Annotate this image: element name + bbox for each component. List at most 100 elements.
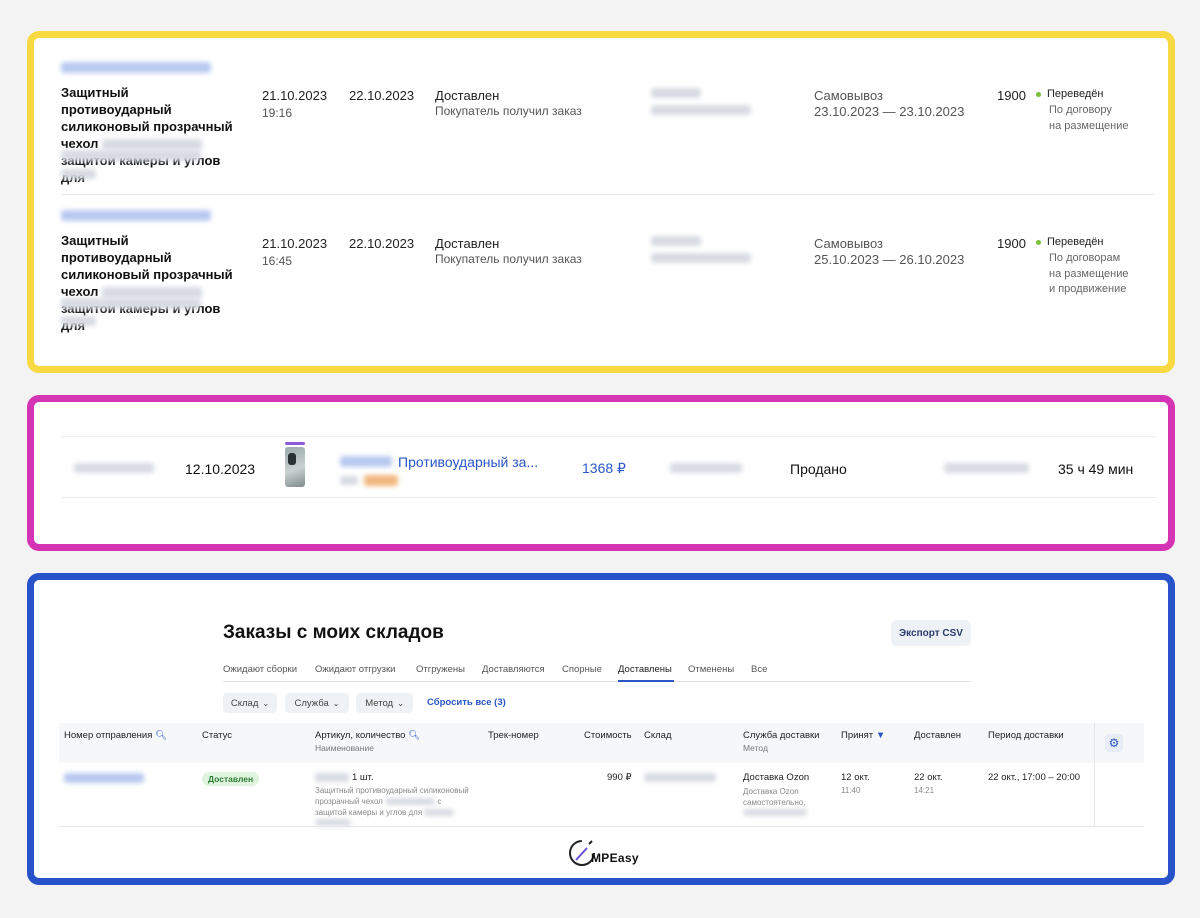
col-delivered: Доставлен	[914, 730, 962, 741]
pickup-city-blurred	[651, 253, 751, 263]
gear-icon[interactable]: ⚙	[1105, 734, 1123, 752]
row-divider	[61, 194, 1154, 195]
col-status: Статус	[202, 730, 233, 741]
product-thumbnail[interactable]	[285, 447, 305, 487]
speedometer-icon	[569, 840, 595, 866]
sale-price: 1368 ₽	[582, 460, 626, 476]
product-sku-blurred	[340, 476, 358, 485]
product-brand-blurred	[340, 456, 392, 467]
pickup-city-blurred	[651, 105, 751, 115]
order-number-link[interactable]	[61, 210, 211, 221]
settings-column	[1094, 723, 1095, 827]
order-status: Доставлен	[435, 88, 500, 103]
order-ship-date: 22.10.2023	[349, 88, 415, 103]
article-blurred	[315, 773, 349, 782]
col-track: Трек-номер	[488, 730, 539, 741]
active-tab-indicator	[618, 680, 674, 682]
col-cost: Стоимость	[584, 730, 632, 741]
status-dot-icon	[1036, 239, 1041, 245]
order-price: 1900	[997, 88, 1026, 103]
search-icon[interactable]: 🔍︎	[408, 730, 421, 741]
product-tag	[285, 442, 305, 445]
row-quantity: 1 шт.	[352, 772, 374, 783]
order-status: Доставлен	[435, 236, 500, 251]
sale-status: Продано	[790, 461, 847, 477]
delivery-method: Самовывоз	[814, 236, 883, 251]
col-delivery-service: Служба доставки Метод	[743, 730, 820, 753]
tab-disputed[interactable]: Спорные	[562, 664, 602, 675]
col-accepted[interactable]: Принят ▼	[841, 730, 886, 741]
row-accepted-date: 12 окт.	[841, 772, 870, 783]
row-service: Доставка Ozon	[743, 772, 810, 783]
product-badge-blurred	[364, 475, 398, 486]
tab-cancelled[interactable]: Отменены	[688, 664, 735, 675]
product-name-link[interactable]: Противоударный за...	[398, 454, 539, 470]
page-title: Заказы с моих складов	[223, 622, 444, 643]
row-divider	[61, 436, 1156, 437]
export-csv-button[interactable]: Экспорт CSV	[891, 620, 971, 646]
search-icon[interactable]: 🔍︎	[155, 730, 168, 741]
status-dot-icon	[1036, 91, 1041, 97]
order-ship-date: 22.10.2023	[349, 236, 415, 251]
tab-awaiting-assembly[interactable]: Ожидают сборки	[223, 664, 298, 675]
order-created-date: 21.10.2023	[262, 236, 328, 251]
row-product-name: Защитный противоударный силиконовый проз…	[315, 785, 485, 829]
order-created-date: 21.10.2023	[262, 88, 328, 103]
marketplace-orders-panel: Защитный противоударный силиконовый проз…	[27, 31, 1175, 373]
time-to-sale: 35 ч 49 мин	[1058, 461, 1134, 477]
status-badge: Доставлен	[202, 772, 260, 786]
row-delivered-date: 22 окт.	[914, 772, 943, 783]
filter-warehouse[interactable]: Склад ⌄	[223, 693, 277, 713]
sale-date: 12.10.2023	[185, 461, 256, 477]
row-divider	[61, 497, 1156, 498]
row-delivered-time: 14:21	[914, 786, 935, 795]
product-title[interactable]: Защитный противоударный силиконовый проз…	[61, 85, 233, 185]
sold-items-panel: 12.10.2023 Противоударный за... 1368 ₽ П…	[27, 395, 1175, 551]
product-variant-blurred	[61, 298, 201, 309]
chevron-down-icon: ⌄	[397, 698, 404, 708]
tab-shipped[interactable]: Отгружены	[416, 664, 465, 675]
payout-note: По договорам на размещение и продвижение	[1049, 252, 1129, 295]
shipment-number-blurred[interactable]	[64, 773, 144, 783]
order-row: Защитный противоударный силиконовый проз…	[34, 38, 1168, 198]
tab-delivered[interactable]: Доставлены	[618, 664, 672, 675]
col-shipment-number[interactable]: Номер отправления 🔍︎	[64, 730, 168, 741]
tabs-divider	[223, 681, 971, 682]
filter-service[interactable]: Служба ⌄	[285, 693, 349, 713]
product-sku-blurred	[61, 316, 96, 326]
order-created-time: 16:45	[262, 254, 293, 268]
delivery-period: 23.10.2023 — 23.10.2023	[814, 104, 965, 119]
delivery-period: 25.10.2023 — 26.10.2023	[814, 252, 965, 267]
pickup-point-blurred	[651, 236, 701, 246]
reset-filters-link[interactable]: Сбросить все (3)	[427, 697, 506, 708]
payout-status: Переведён	[1036, 88, 1103, 100]
order-row: Защитный противоударный силиконовый проз…	[34, 188, 1168, 368]
product-sku-blurred	[61, 169, 96, 179]
row-delivery-period: 22 окт., 17:00 – 20:00	[988, 772, 1081, 783]
payout-note: По договору на размещение	[1049, 104, 1129, 132]
table-header	[59, 723, 1144, 763]
row-warehouse-blurred	[644, 773, 716, 782]
mpeasy-logo: MPEasy	[567, 838, 657, 870]
warehouse-orders-panel: Заказы с моих складов Экспорт CSV Ожидаю…	[27, 573, 1175, 885]
logo-text: MPEasy	[591, 851, 639, 865]
sale-row: 12.10.2023 Противоударный за... 1368 ₽ П…	[34, 437, 1168, 497]
tab-in-delivery[interactable]: Доставляются	[482, 664, 545, 675]
barcode-blurred	[944, 463, 1029, 473]
filter-icon[interactable]: ▼	[875, 730, 886, 741]
tab-all[interactable]: Все	[751, 664, 768, 675]
order-price: 1900	[997, 236, 1026, 251]
row-accepted-time: 11:40	[841, 786, 861, 795]
warehouse-blurred	[670, 463, 742, 473]
chevron-down-icon: ⌄	[262, 698, 270, 708]
pickup-point-blurred	[651, 88, 701, 98]
filter-method[interactable]: Метод ⌄	[356, 693, 413, 713]
col-warehouse: Склад	[644, 730, 672, 741]
product-variant-blurred	[61, 150, 201, 161]
row-method: Доставка Ozon самостоятельно,	[743, 786, 807, 819]
col-article[interactable]: Артикул, количество 🔍︎ Наименование	[315, 730, 421, 753]
order-number-link[interactable]	[61, 62, 211, 73]
tab-awaiting-shipment[interactable]: Ожидают отгрузки	[315, 664, 396, 675]
delivery-method: Самовывоз	[814, 88, 883, 103]
col-delivery-period: Период доставки	[988, 730, 1064, 741]
